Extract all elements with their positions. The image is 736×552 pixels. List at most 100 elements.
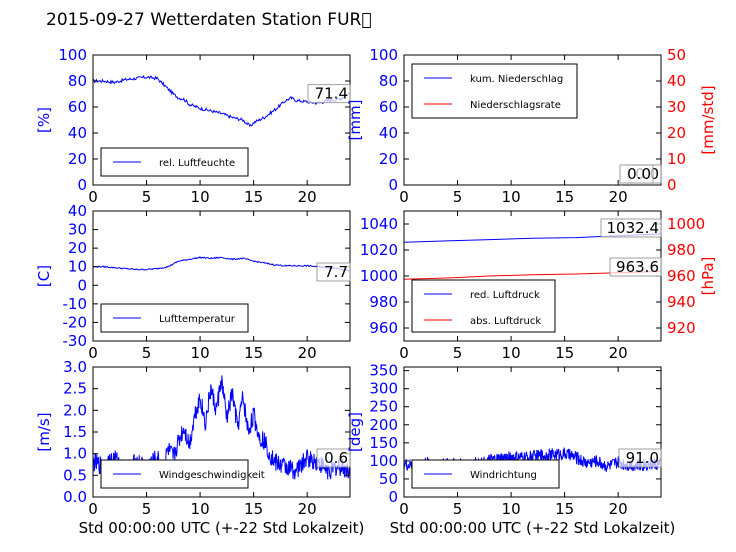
- y-tick-label-right: 30: [667, 98, 686, 116]
- y-tick-label: 2.5: [63, 380, 87, 398]
- y-tick-label-right: 20: [667, 124, 686, 142]
- y-tick-label: 0: [388, 176, 398, 194]
- x-tick-label: 10: [502, 500, 521, 518]
- x-tick-label: 20: [609, 188, 628, 206]
- x-tick-label: 15: [555, 500, 574, 518]
- y-axis-label-right: [mm/std]: [699, 85, 717, 154]
- panel-top-left: 0 5 10 15 20 0 20 40 60 80 100 [%] rel. Luftfeuchte 7…: [35, 46, 351, 206]
- y-tick-label: 20: [68, 239, 87, 257]
- y-tick-label-right: 940: [667, 293, 696, 311]
- y-tick-label: 1020: [360, 241, 398, 259]
- annotation-box: [609, 257, 662, 277]
- y-tick-label: 1000: [360, 267, 398, 285]
- panel-middle-left: 0 5 10 15 20-30-20-10010203040[C]Lufttempera…: [35, 202, 351, 362]
- x-tick-label: 15: [555, 344, 574, 362]
- y-tick-label: 1.0: [63, 445, 87, 463]
- y-tick-label-right: 960: [667, 267, 696, 285]
- x-tick-label: 0: [88, 188, 98, 206]
- panel-top-right: 0 5 10 15 20 0 20 40 60 80 100 0 10 20 30 40 50 [mm] [mm/s…: [346, 46, 717, 206]
- series-line-rel-luftfeuchte: [93, 74, 350, 128]
- figure-title: 2015-09-27 Wetterdaten Station FUR : [46, 10, 372, 30]
- x-tick-label: 5: [142, 500, 152, 518]
- x-tick-label: 0: [88, 344, 98, 362]
- annotation-box: [307, 84, 351, 104]
- y-tick-label: 40: [68, 124, 87, 142]
- last-value-annotation: 71.4: [315, 85, 348, 103]
- y-axis-label: [m/s]: [35, 412, 53, 451]
- last-value-annotation: 0.6: [324, 449, 348, 467]
- legend-label: Niederschlagsrate: [470, 100, 561, 111]
- x-axis-label: Std 00:00:00 UTC (+-22 Std Lokalzeit): [79, 519, 365, 537]
- x-tick-label: 5: [453, 188, 463, 206]
- panel-bottom-left: 0 5 10 15 20 0.0 0.5 1.0 1.5 2.0 2.5 3.0 [m/s] Std 00…: [35, 358, 364, 537]
- plot-frame: [92, 54, 351, 186]
- x-tick-label: 10: [191, 344, 210, 362]
- x-tick-label: 15: [555, 188, 574, 206]
- x-tick-label: 5: [142, 188, 152, 206]
- last-value-annotation: 963.6: [616, 258, 659, 276]
- x-tick-label: 5: [453, 344, 463, 362]
- y-tick-label: 1.5: [63, 423, 87, 441]
- y-axis-label: [%]: [35, 107, 53, 133]
- y-tick-label: -20: [63, 313, 88, 331]
- y-tick-label: 300: [369, 380, 398, 398]
- y-axis-label: [deg]: [346, 412, 364, 452]
- y-tick-label: 980: [369, 293, 398, 311]
- y-tick-label: 350: [369, 362, 398, 380]
- last-value-annotation: 0.0: [627, 165, 651, 183]
- y-tick-label: 30: [68, 221, 87, 239]
- y-tick-label: 80: [379, 72, 398, 90]
- y-axis-label: [C]: [35, 265, 53, 287]
- y-tick-label: 60: [68, 98, 87, 116]
- y-tick-label: 40: [68, 202, 87, 220]
- y-tick-label: 2.0: [63, 401, 87, 419]
- x-axis-label: Std 00:00:00 UTC (+-22 Std Lokalzeit): [390, 519, 676, 537]
- y-tick-label-right: 40: [667, 72, 686, 90]
- y-tick-label: -30: [63, 332, 88, 350]
- y-tick-label: 150: [369, 434, 398, 452]
- legend-label: Windrichtung: [470, 470, 537, 481]
- plot-frame: [403, 54, 662, 186]
- x-tick-label: 0: [399, 500, 409, 518]
- y-tick-label: 0: [77, 176, 87, 194]
- y-tick-label: 0: [388, 488, 398, 506]
- y-tick-label: 20: [68, 150, 87, 168]
- last-value-annotation: 91.0: [626, 449, 659, 467]
- x-tick-label: 15: [244, 344, 263, 362]
- y-axis-label-right: [hPa]: [699, 257, 717, 296]
- annotation-box: [316, 262, 351, 282]
- y-tick-label-right: 10: [667, 150, 686, 168]
- y-tick-label-right: 0: [667, 176, 677, 194]
- panel-middle-right: 0 5 10 15 20 960 980 1000 1020 1040 920 940 960 980 10…: [360, 210, 717, 362]
- x-tick-label: 10: [191, 188, 210, 206]
- legend-label: red. Luftdruck: [470, 290, 540, 301]
- y-tick-label: 960: [369, 319, 398, 337]
- annotation-box: [618, 448, 662, 468]
- x-tick-label: 5: [142, 344, 152, 362]
- x-tick-label: 20: [298, 344, 317, 362]
- x-tick-label: 0: [88, 500, 98, 518]
- y-tick-label: 20: [379, 150, 398, 168]
- x-tick-label: 5: [453, 500, 463, 518]
- y-tick-label: 100: [369, 46, 398, 64]
- y-tick-label-right: 50: [667, 46, 686, 64]
- x-tick-label: 10: [502, 344, 521, 362]
- y-tick-label-right: 1000: [667, 215, 705, 233]
- x-tick-label: 15: [244, 188, 263, 206]
- series-line-lufttemperatur: [93, 256, 350, 272]
- x-tick-label: 15: [244, 500, 263, 518]
- y-tick-label: 1040: [360, 215, 398, 233]
- plot-frame: [403, 366, 662, 498]
- legend-label: kum. Niederschlag: [470, 74, 563, 85]
- annotation-box: [619, 164, 654, 184]
- y-tick-label: 80: [68, 72, 87, 90]
- x-tick-label: 0: [399, 344, 409, 362]
- y-tick-label: 50: [379, 470, 398, 488]
- legend-label: Windgeschwindigkeit: [159, 470, 265, 481]
- y-tick-label: 3.0: [63, 358, 87, 376]
- legend-box: [411, 279, 556, 333]
- y-tick-label: 0: [77, 276, 87, 294]
- y-tick-label: 250: [369, 398, 398, 416]
